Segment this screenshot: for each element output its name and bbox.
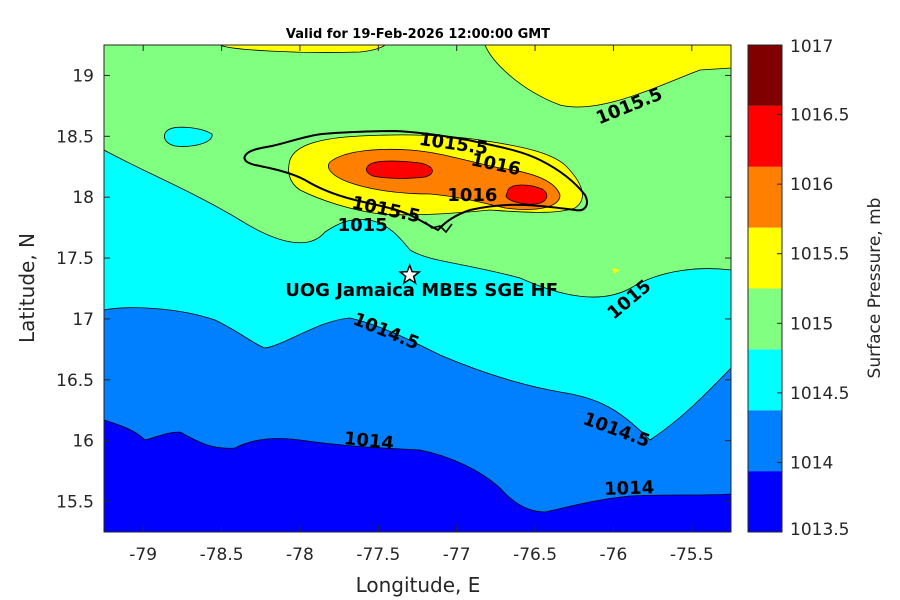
y-axis: 15.5 16 16.5 17 17.5 18 18.5 19 <box>56 66 731 513</box>
contour-label: 1014 <box>604 477 655 500</box>
y-tick-label: 16.5 <box>56 371 94 391</box>
chart-title: Valid for 19-Feb-2026 12:00:00 GMT <box>286 27 550 42</box>
colorbar-tick-label: 1016.5 <box>790 106 849 126</box>
x-tick-label: -75.5 <box>670 545 714 565</box>
x-tick-label: -77.5 <box>356 545 400 565</box>
colorbar-segment <box>748 410 782 472</box>
colorbar-frame <box>747 44 783 533</box>
station-label: UOG Jamaica MBES SGE HF <box>285 280 558 301</box>
colorbar-tick-label: 1016 <box>790 175 833 195</box>
y-tick-label: 17.5 <box>56 249 94 269</box>
colorbar-tick-label: 1015.5 <box>790 245 849 265</box>
y-tick-label: 18 <box>72 188 94 208</box>
colorbar-tick-label: 1017 <box>790 37 833 57</box>
x-tick-label: -79 <box>129 545 157 565</box>
contour-label: 1014 <box>343 428 395 454</box>
colorbar-segment <box>748 288 782 350</box>
y-tick-label: 15.5 <box>56 493 94 513</box>
plot-frame <box>103 44 732 533</box>
contour-label: 1015 <box>338 215 388 236</box>
colorbar-segment <box>748 227 782 289</box>
band-1014-5-island <box>164 126 213 147</box>
colorbar-segment <box>748 166 782 228</box>
band-1015-5-west <box>219 45 386 53</box>
x-axis: -79 -78.5 -78 -77.5 -77 -76.5 -76 -75.5 <box>129 45 714 565</box>
contour-fill <box>104 45 731 532</box>
colorbar-segment <box>748 471 782 532</box>
station-star-icon <box>398 262 422 285</box>
band-1015-5-north <box>484 45 731 108</box>
colorbar-tick-label: 1014.5 <box>790 384 849 404</box>
y-axis-label: Latitude, N <box>15 233 39 343</box>
colorbar-tick-label: 1013.5 <box>790 520 849 540</box>
band-1016-5-east <box>505 184 548 205</box>
x-tick-label: -76.5 <box>513 545 557 565</box>
y-tick-label: 18.5 <box>56 127 94 147</box>
contour-label: 1016 <box>447 185 497 206</box>
x-tick-label: -76 <box>600 545 628 565</box>
colorbar-segment <box>748 105 782 167</box>
band-1016-5-west <box>366 160 433 179</box>
colorbar-tick-label: 1015 <box>790 314 833 334</box>
colorbar: 1013.5 1014 1014.5 1015 1015.5 1016 1016.5 1017 <box>747 37 849 540</box>
y-tick-label: 16 <box>72 432 94 452</box>
y-tick-label: 19 <box>72 66 94 86</box>
colorbar-segment <box>748 349 782 411</box>
y-tick-label: 17 <box>72 310 94 330</box>
x-axis-label: Longitude, E <box>356 573 481 597</box>
x-tick-label: -78.5 <box>200 545 244 565</box>
jamaica-coastline <box>243 129 588 232</box>
colorbar-label: Surface Pressure, mb <box>865 198 885 379</box>
colorbar-tick-label: 1014 <box>790 453 833 473</box>
band-1013-5 <box>104 419 731 532</box>
colorbar-segment <box>748 45 782 106</box>
x-tick-label: -77 <box>443 545 471 565</box>
x-tick-label: -78 <box>286 545 314 565</box>
jamaica-southcoast-detail <box>424 221 453 234</box>
band-1015-5-blob <box>612 268 620 274</box>
